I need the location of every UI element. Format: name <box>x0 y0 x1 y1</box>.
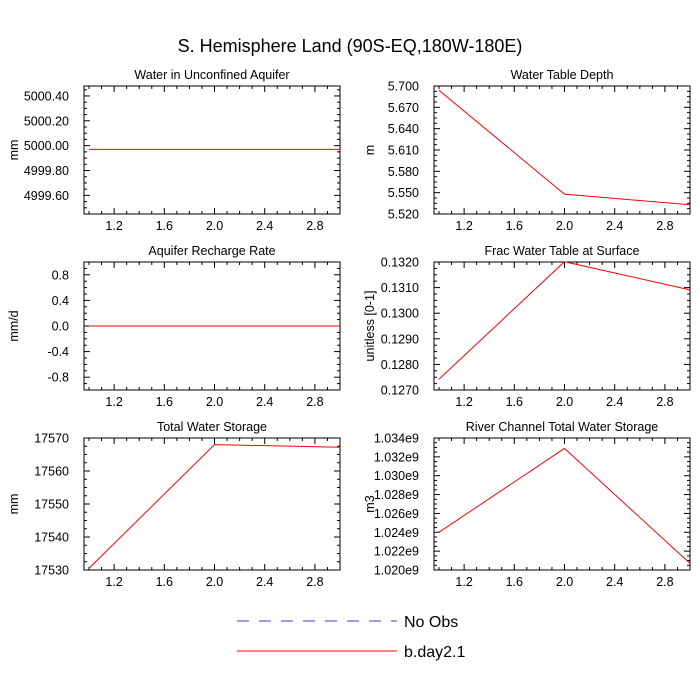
y-tick-label: 0.4 <box>52 294 69 308</box>
y-tick-label: 1.028e9 <box>374 488 419 502</box>
y-tick-label: 0.1270 <box>381 384 419 398</box>
y-tick-label: 0.1300 <box>381 307 419 321</box>
y-tick-label: 5.670 <box>388 101 419 115</box>
series-line-b-day2-1 <box>438 447 691 564</box>
y-axis-label: mm <box>7 494 21 515</box>
chart-panel-1: Water in Unconfined Aquifer mm 1.2 1.6 2.0 2.… <box>7 68 341 233</box>
x-tick-label: 2.0 <box>206 219 223 233</box>
x-tick-label: 2.8 <box>656 575 673 589</box>
panel-title: Total Water Storage <box>157 420 267 434</box>
x-tick-label: 1.6 <box>506 219 523 233</box>
series-line-b-day2-1 <box>438 261 691 380</box>
y-tick-label: 5000.40 <box>24 89 69 103</box>
x-tick-label: 2.0 <box>556 575 573 589</box>
y-tick-label: 1.024e9 <box>374 526 419 540</box>
x-tick-label: 1.2 <box>105 575 122 589</box>
y-tick-label: 0.1320 <box>381 256 419 270</box>
x-tick-label: 1.2 <box>105 395 122 409</box>
x-tick-label: 1.6 <box>156 219 173 233</box>
figure-title: S. Hemisphere Land (90S-EQ,180W-180E) <box>178 36 523 56</box>
x-tick-label: 2.8 <box>306 575 323 589</box>
x-tick-label: 2.8 <box>656 395 673 409</box>
panels: Water in Unconfined Aquifer mm 1.2 1.6 2.0 2.… <box>7 68 691 589</box>
y-tick-label: 1.030e9 <box>374 469 419 483</box>
x-tick-label: 2.8 <box>306 219 323 233</box>
panel-title: Water in Unconfined Aquifer <box>134 68 289 82</box>
x-tick-label: 1.2 <box>455 219 472 233</box>
y-axis-label: unitless [0-1] <box>363 291 377 362</box>
y-tick-label: 5000.20 <box>24 114 69 128</box>
y-tick-label: 5.550 <box>388 186 419 200</box>
plot-frame <box>433 437 691 571</box>
chart-panel-5: Total Water Storage mm 1.2 1.6 2.0 2.4 2.8 1753… <box>7 420 341 589</box>
x-tick-label: 2.0 <box>556 219 573 233</box>
y-tick-label: 17540 <box>34 531 69 545</box>
y-tick-label: 17550 <box>34 498 69 512</box>
legend-label-1: No Obs <box>404 614 458 631</box>
y-tick-label: 5000.00 <box>24 139 69 153</box>
x-tick-label: 1.6 <box>506 575 523 589</box>
series-line-b-day2-1 <box>88 444 341 569</box>
y-tick-label: -0.4 <box>47 345 69 359</box>
y-tick-label: 17530 <box>34 564 69 578</box>
y-tick-label: 17560 <box>34 465 69 479</box>
legend-label-2: b.day2.1 <box>404 644 465 661</box>
y-tick-label: 5.640 <box>388 122 419 136</box>
y-tick-label: 0.8 <box>52 268 69 282</box>
legend: No Obs b.day2.1 <box>237 614 465 661</box>
x-tick-label: 2.0 <box>206 395 223 409</box>
y-tick-label: 4999.60 <box>24 189 69 203</box>
x-tick-label: 2.4 <box>606 395 623 409</box>
x-tick-label: 2.8 <box>306 395 323 409</box>
y-tick-label: 0.1310 <box>381 281 419 295</box>
x-tick-label: 2.0 <box>556 395 573 409</box>
x-tick-label: 2.4 <box>606 219 623 233</box>
panel-title: River Channel Total Water Storage <box>466 420 659 434</box>
panel-title: Aquifer Recharge Rate <box>148 244 275 258</box>
y-axis-label: m <box>363 145 377 155</box>
chart-panel-3: Aquifer Recharge Rate mm/d 1.2 1.6 2.0 2.4 2.8… <box>7 244 341 409</box>
x-tick-label: 1.2 <box>455 575 472 589</box>
x-tick-label: 2.4 <box>256 219 273 233</box>
x-tick-label: 2.0 <box>206 575 223 589</box>
plot-frame <box>83 85 341 215</box>
y-axis-label: mm <box>7 140 21 161</box>
y-tick-label: 1.032e9 <box>374 450 419 464</box>
chart-panel-4: Frac Water Table at Surface unitless [0-1… <box>363 244 691 409</box>
y-tick-label: 0.1280 <box>381 358 419 372</box>
y-tick-label: 5.520 <box>388 208 419 222</box>
x-tick-label: 1.6 <box>506 395 523 409</box>
y-tick-label: 17570 <box>34 432 69 446</box>
chart-panel-6: River Channel Total Water Storage m3 1.2 1.… <box>363 420 691 589</box>
x-tick-label: 1.2 <box>105 219 122 233</box>
y-tick-label: 5.580 <box>388 165 419 179</box>
x-tick-label: 1.6 <box>156 395 173 409</box>
plot-frame <box>83 437 341 571</box>
x-tick-label: 2.4 <box>606 575 623 589</box>
y-tick-label: 5.700 <box>388 80 419 94</box>
x-tick-label: 1.2 <box>455 395 472 409</box>
y-tick-label: 4999.80 <box>24 164 69 178</box>
x-tick-label: 2.4 <box>256 395 273 409</box>
y-tick-label: 0.0 <box>52 320 69 334</box>
y-tick-label: 1.020e9 <box>374 564 419 578</box>
y-axis-label: mm/d <box>7 310 21 341</box>
y-tick-label: 5.610 <box>388 144 419 158</box>
plot-frame <box>433 85 691 215</box>
x-tick-label: 2.8 <box>656 219 673 233</box>
panel-title: Frac Water Table at Surface <box>485 244 640 258</box>
y-tick-label: 1.026e9 <box>374 507 419 521</box>
y-tick-label: 1.034e9 <box>374 432 419 446</box>
series-line-b-day2-1 <box>438 89 691 206</box>
chart-panel-2: Water Table Depth m 1.2 1.6 2.0 2.4 2.8 5.520 5.… <box>363 68 691 233</box>
x-tick-label: 2.4 <box>256 575 273 589</box>
panel-title: Water Table Depth <box>511 68 614 82</box>
y-tick-label: 0.1290 <box>381 332 419 346</box>
x-tick-label: 1.6 <box>156 575 173 589</box>
y-tick-label: -0.8 <box>47 371 69 385</box>
y-axis-label: m3 <box>363 495 377 512</box>
y-tick-label: 1.022e9 <box>374 545 419 559</box>
